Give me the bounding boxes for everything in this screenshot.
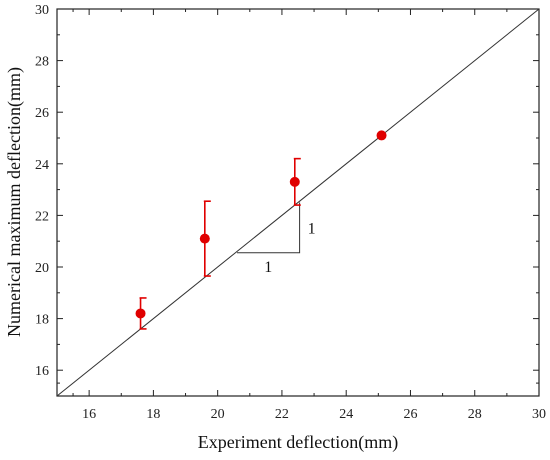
x-tick-label: 28 [468, 407, 482, 422]
y-tick-label: 20 [35, 261, 49, 276]
x-tick-label: 24 [339, 407, 353, 422]
data-point [376, 130, 387, 141]
y-tick-label: 24 [35, 158, 49, 173]
y-tick-label: 26 [35, 106, 49, 121]
x-tick-label: 20 [211, 407, 225, 422]
y-tick-label: 28 [35, 55, 49, 70]
y-tick-label: 30 [35, 3, 49, 18]
x-tick-label: 18 [146, 407, 160, 422]
slope-triangle [236, 202, 301, 254]
reference-line [56, 8, 540, 397]
y-tick-label: 18 [35, 313, 49, 328]
x-tick-label: 30 [532, 407, 546, 422]
y-axis-title: Numerical maximum deflection(mm) [4, 67, 25, 337]
x-axis-title: Experiment deflection(mm) [198, 432, 398, 453]
slope-rise-label: 1 [308, 221, 316, 238]
plot-frame [56, 8, 540, 397]
x-tick-label: 26 [403, 407, 417, 422]
x-tick-label: 16 [82, 407, 96, 422]
data-point [135, 308, 146, 319]
data-point [289, 176, 300, 187]
data-point [199, 233, 210, 244]
y-tick-label: 22 [35, 209, 49, 224]
y-tick-label: 16 [35, 364, 49, 379]
slope-run-label: 1 [264, 259, 272, 276]
x-tick-label: 22 [275, 407, 289, 422]
